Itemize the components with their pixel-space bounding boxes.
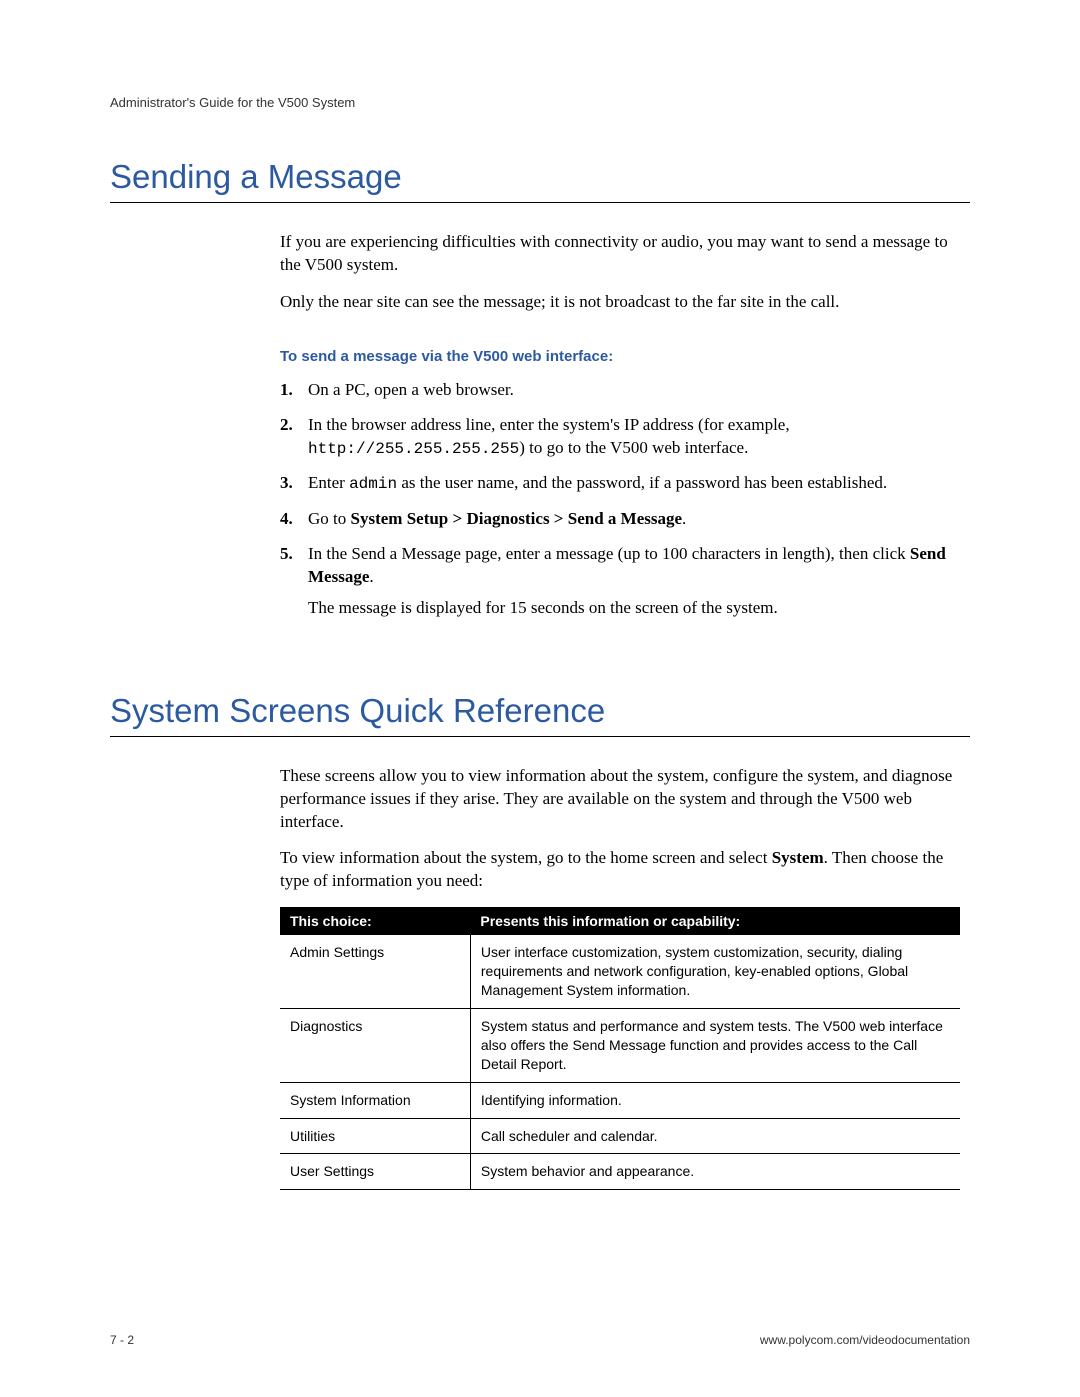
table-cell-info: System status and performance and system… xyxy=(470,1008,960,1082)
step-text: Go to xyxy=(308,509,351,528)
step-item: Enter admin as the user name, and the pa… xyxy=(280,472,960,496)
step-item: On a PC, open a web browser. xyxy=(280,379,960,402)
section-heading-sending-message: Sending a Message xyxy=(110,158,970,203)
table-row: Diagnostics System status and performanc… xyxy=(280,1008,960,1082)
step-text: Enter xyxy=(308,473,349,492)
step-item: Go to System Setup > Diagnostics > Send … xyxy=(280,508,960,531)
section1-body: If you are experiencing difficulties wit… xyxy=(280,231,960,620)
table-row: Admin Settings User interface customizat… xyxy=(280,935,960,1008)
bold-text: System Setup > Diagnostics > Send a Mess… xyxy=(351,509,683,528)
intro-paragraph: These screens allow you to view informat… xyxy=(280,765,960,834)
document-page: Administrator's Guide for the V500 Syste… xyxy=(0,0,1080,1397)
procedure-subheading: To send a message via the V500 web inter… xyxy=(280,348,960,365)
table-cell-info: System behavior and appearance. xyxy=(470,1154,960,1190)
table-cell-info: Identifying information. xyxy=(470,1082,960,1118)
table-cell-info: Call scheduler and calendar. xyxy=(470,1118,960,1154)
table-cell-choice: System Information xyxy=(280,1082,470,1118)
step-continuation: The message is displayed for 15 seconds … xyxy=(308,597,960,620)
bold-text: System xyxy=(772,848,824,867)
step-item: In the Send a Message page, enter a mess… xyxy=(280,543,960,620)
procedure-steps: On a PC, open a web browser. In the brow… xyxy=(280,379,960,620)
intro-paragraph: Only the near site can see the message; … xyxy=(280,291,960,314)
section-heading-quick-reference: System Screens Quick Reference xyxy=(110,692,970,737)
table-cell-choice: Diagnostics xyxy=(280,1008,470,1082)
table-header-choice: This choice: xyxy=(280,907,470,935)
intro-paragraph: If you are experiencing difficulties wit… xyxy=(280,231,960,277)
table-row: Utilities Call scheduler and calendar. xyxy=(280,1118,960,1154)
step-text: ) to go to the V500 web interface. xyxy=(519,438,748,457)
table-header-info: Presents this information or capability: xyxy=(470,907,960,935)
page-footer: 7 - 2 www.polycom.com/videodocumentation xyxy=(110,1333,970,1347)
paragraph-text: To view information about the system, go… xyxy=(280,848,772,867)
table-cell-info: User interface customization, system cus… xyxy=(470,935,960,1008)
running-header: Administrator's Guide for the V500 Syste… xyxy=(110,95,970,110)
step-text: On a PC, open a web browser. xyxy=(308,380,514,399)
table-cell-choice: User Settings xyxy=(280,1154,470,1190)
table-header-row: This choice: Presents this information o… xyxy=(280,907,960,935)
step-text: In the browser address line, enter the s… xyxy=(308,415,790,434)
step-text: In the Send a Message page, enter a mess… xyxy=(308,544,910,563)
step-item: In the browser address line, enter the s… xyxy=(280,414,960,461)
table-row: System Information Identifying informati… xyxy=(280,1082,960,1118)
code-text: http://255.255.255.255 xyxy=(308,440,519,458)
section2-body: These screens allow you to view informat… xyxy=(280,765,960,1191)
footer-url: www.polycom.com/videodocumentation xyxy=(760,1333,970,1347)
step-text: . xyxy=(682,509,686,528)
code-text: admin xyxy=(349,475,397,493)
table-cell-choice: Utilities xyxy=(280,1118,470,1154)
step-text: . xyxy=(369,567,373,586)
page-number: 7 - 2 xyxy=(110,1333,134,1347)
intro-paragraph: To view information about the system, go… xyxy=(280,847,960,893)
table-row: User Settings System behavior and appear… xyxy=(280,1154,960,1190)
quick-reference-table: This choice: Presents this information o… xyxy=(280,907,960,1190)
table-cell-choice: Admin Settings xyxy=(280,935,470,1008)
step-text: as the user name, and the password, if a… xyxy=(397,473,887,492)
